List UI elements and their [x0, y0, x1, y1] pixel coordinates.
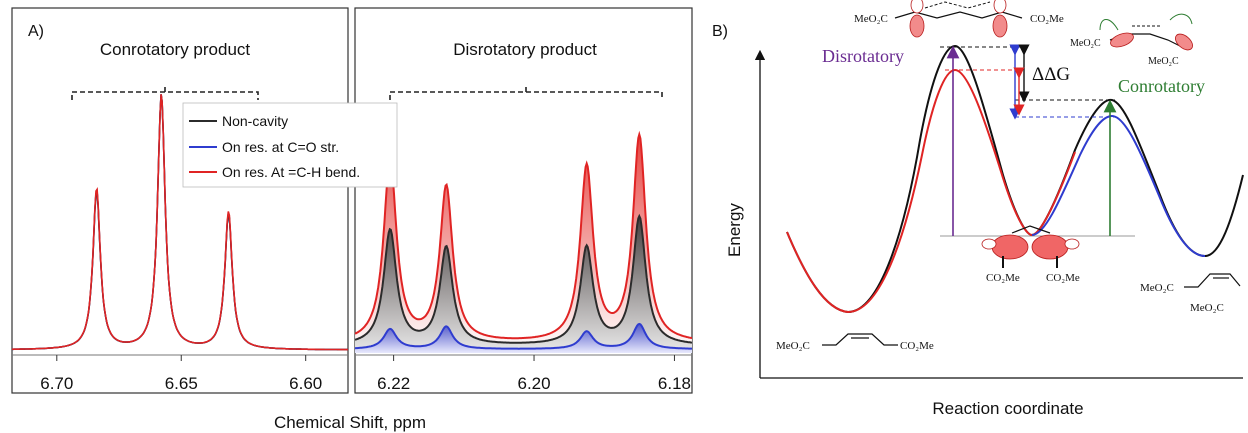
- left-subplot-title: Conrotatory product: [100, 40, 251, 59]
- curve-ch-bend: [786, 68, 1076, 314]
- right-ticks: 6.22 6.20 6.18: [377, 355, 691, 393]
- delta-g-label: ΔΔG: [1032, 64, 1070, 85]
- x-tick-label: 6.70: [40, 374, 73, 393]
- left-ticks: 6.70 6.65 6.60: [40, 355, 322, 393]
- x-tick-label: 6.18: [658, 374, 691, 393]
- disrotatory-label: Disrotatory: [822, 46, 904, 66]
- curve-co-stretch: [1031, 114, 1206, 257]
- ts-con-rotation-arrow-2: [1169, 13, 1193, 25]
- reactant-left-group: MeO₂C: [776, 340, 810, 352]
- spectrum-line: [354, 130, 693, 340]
- conrotatory-label: Conrotatory: [1118, 76, 1205, 96]
- intermediate-structure: CO₂Me CO₂Me: [981, 225, 1080, 284]
- panel-a-label: A): [28, 23, 44, 40]
- x-tick-label: 6.20: [517, 374, 550, 393]
- product-lower-group: MeO₂C: [1190, 302, 1224, 314]
- ts-dis-orbital-3: [910, 0, 924, 14]
- product-structure: MeO₂C MeO₂C: [1140, 273, 1241, 314]
- spectrum-line: [354, 322, 692, 350]
- product-chain: [1184, 273, 1241, 288]
- panel-a: A) Conrotatory product Disrotatory produ…: [11, 7, 693, 432]
- right-subplot-title: Disrotatory product: [453, 40, 597, 59]
- ts-con-lower-group: MeO₂C: [1148, 56, 1179, 67]
- ts-dis-left-group: MeO₂C: [854, 13, 888, 25]
- energy-axis-label: Energy: [725, 203, 744, 257]
- x-tick-label: 6.65: [165, 374, 198, 393]
- x-tick-label: 6.22: [377, 374, 410, 393]
- product-upper-group: MeO₂C: [1140, 282, 1174, 294]
- intermediate-orbital-1: [991, 234, 1029, 260]
- intermediate-right-group: CO₂Me: [1046, 272, 1080, 284]
- legend-label-co-stretch: On res. at C=O str.: [222, 139, 339, 155]
- legend-box: [182, 102, 398, 188]
- legend: Non-cavity On res. at C=O str. On res. A…: [182, 102, 398, 188]
- ts-con-upper-group: MeO₂C: [1070, 38, 1101, 49]
- right-spectra: [354, 130, 693, 353]
- spectrum-line: [11, 94, 348, 351]
- x-axis-label: Chemical Shift, ppm: [274, 413, 426, 432]
- ts-disrotatory-structure: MeO₂C CO₂Me: [854, 0, 1064, 38]
- ts-con-rotation-arrow-1: [1099, 19, 1119, 31]
- left-spectra: [11, 94, 348, 351]
- left-plot-frame: [11, 7, 349, 394]
- reaction-axis-label: Reaction coordinate: [932, 399, 1083, 418]
- ts-dis-orbital-4: [993, 0, 1007, 14]
- ts-dis-right-group: CO₂Me: [1030, 13, 1064, 25]
- reactant-chain: [822, 333, 898, 346]
- ts-dis-dashed-bond: [924, 1, 991, 9]
- left-bracket: [71, 84, 259, 100]
- x-tick-label: 6.60: [289, 374, 322, 393]
- reactant-right-group: CO₂Me: [900, 340, 934, 352]
- intermediate-orbital-2: [1031, 234, 1069, 260]
- reactant-structure: MeO₂C CO₂Me: [776, 333, 934, 352]
- ts-dis-orbital-2: [992, 14, 1008, 38]
- panel-b: B) Energy Reaction coordinate ΔΔG Disrot…: [712, 0, 1244, 418]
- ts-dis-orbital-1: [909, 14, 925, 38]
- legend-label-ch-bend: On res. At =C-H bend.: [222, 164, 360, 180]
- right-bracket: [389, 84, 663, 100]
- right-plot-frame: [354, 7, 693, 394]
- intermediate-top-bond: [1011, 225, 1051, 234]
- spectrum-fill: [355, 216, 692, 353]
- ts-conrotatory-structure: MeO₂C MeO₂C: [1070, 13, 1193, 67]
- intermediate-orbital-4: [1064, 238, 1080, 250]
- ts-con-orbital-2: [1175, 33, 1193, 51]
- ts-con-orbital-1: [1110, 32, 1134, 48]
- panel-b-label: B): [712, 23, 728, 40]
- spectrum-line: [354, 213, 693, 344]
- legend-label-non-cavity: Non-cavity: [222, 113, 288, 129]
- intermediate-left-group: CO₂Me: [986, 272, 1020, 284]
- intermediate-orbital-3: [981, 238, 997, 250]
